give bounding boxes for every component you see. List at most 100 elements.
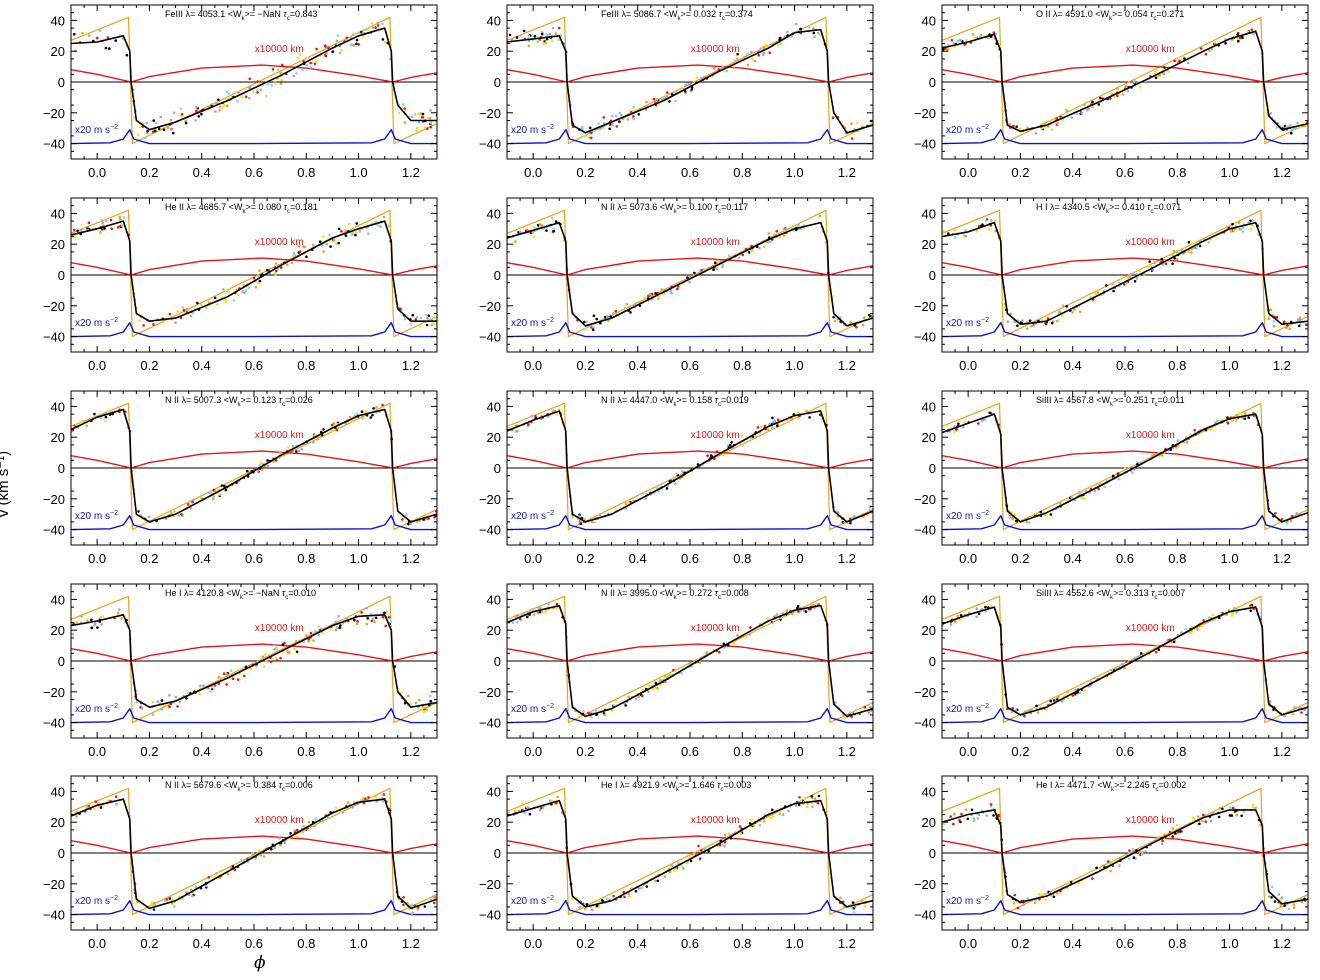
data-point <box>207 687 210 690</box>
data-point <box>1058 502 1062 505</box>
data-point <box>1290 712 1294 716</box>
data-point <box>410 115 414 118</box>
data-point <box>716 259 719 262</box>
accel-scale-label: x20 m s−2 <box>75 317 118 329</box>
data-point <box>266 459 269 462</box>
data-point <box>660 288 664 291</box>
data-point <box>401 518 404 521</box>
data-point <box>429 121 433 124</box>
line-wk: >= 2.245 <box>1114 780 1152 790</box>
line-wavelength: 4685.7 <W <box>199 202 243 212</box>
data-point <box>975 615 978 618</box>
data-point <box>849 521 852 525</box>
x-tick-label: 1.0 <box>350 936 368 951</box>
data-point <box>526 615 529 619</box>
line-ion: N II λ= <box>601 202 630 212</box>
data-point <box>675 472 678 476</box>
data-point <box>279 266 283 269</box>
x-tick-label: 0.8 <box>733 936 751 951</box>
data-point <box>1171 640 1174 644</box>
y-tick-label: −40 <box>479 716 501 731</box>
data-point <box>1226 421 1230 425</box>
data-point <box>1067 881 1071 884</box>
data-point <box>332 422 336 425</box>
x-tick-label: 0.4 <box>193 936 211 951</box>
wk-subscript: k <box>238 402 242 408</box>
data-point <box>738 825 742 828</box>
data-point <box>330 429 334 433</box>
data-point <box>640 694 644 698</box>
data-point <box>557 26 561 30</box>
data-point <box>186 691 190 694</box>
data-point <box>638 304 642 308</box>
x-tick-label: 1.0 <box>786 358 804 373</box>
y-tick-label: 20 <box>487 430 501 445</box>
data-point <box>1280 518 1284 521</box>
data-point <box>807 25 811 29</box>
data-point <box>335 428 339 432</box>
data-point <box>298 53 302 56</box>
data-point <box>115 802 118 806</box>
data-point <box>1290 128 1294 131</box>
x-tick-label: 0.6 <box>681 165 699 180</box>
data-point <box>335 242 338 245</box>
smoothed-fit-line <box>507 799 873 908</box>
data-point <box>521 802 524 805</box>
acceleration-curve <box>71 708 437 724</box>
data-point <box>1043 122 1046 125</box>
x-tick-label: 1.2 <box>402 936 420 951</box>
line-ion: H I λ= <box>1036 202 1062 212</box>
data-point <box>668 100 671 103</box>
data-point <box>764 43 767 47</box>
data-point <box>1235 611 1238 615</box>
x-tick-label: 0.0 <box>959 358 977 373</box>
data-point <box>181 306 185 309</box>
smoothed-fit-line <box>942 30 1308 133</box>
data-point <box>959 614 963 617</box>
data-point <box>1080 497 1084 500</box>
x-tick-label: 1.2 <box>1273 358 1291 373</box>
data-point <box>271 68 275 71</box>
data-point <box>985 814 988 817</box>
data-point <box>773 233 776 237</box>
line-ion: He I λ= <box>165 588 196 598</box>
wk-subscript: k <box>674 595 678 601</box>
data-point <box>771 815 775 818</box>
plot-area <box>71 209 437 338</box>
x-tick-label: 1.0 <box>350 551 368 566</box>
data-point <box>795 804 798 807</box>
data-point <box>256 91 259 94</box>
data-point <box>334 806 338 810</box>
data-point <box>771 808 774 812</box>
acceleration-curve <box>71 900 437 916</box>
data-point <box>1161 839 1164 843</box>
plot-area <box>942 209 1308 338</box>
data-point <box>295 650 299 654</box>
data-point <box>1059 115 1062 119</box>
line-tau: =0.374 <box>725 9 753 19</box>
x-tick-label: 0.8 <box>1168 165 1186 180</box>
radius-curve <box>507 835 873 854</box>
data-point <box>309 631 313 635</box>
data-point <box>1082 689 1085 692</box>
data-point <box>1140 852 1144 856</box>
data-point <box>1235 413 1239 417</box>
y-tick-label: 20 <box>922 44 936 59</box>
data-point <box>600 899 604 902</box>
accel-scale-superscript: −2 <box>110 895 118 902</box>
data-point <box>1270 885 1274 889</box>
data-point <box>263 653 267 656</box>
data-point <box>320 244 324 247</box>
y-tick-label: 40 <box>922 399 936 414</box>
accel-scale-label: x20 m s−2 <box>511 317 554 329</box>
y-tick-label: 0 <box>58 75 65 90</box>
data-point <box>763 424 767 428</box>
data-point <box>624 502 628 506</box>
data-point <box>1088 685 1091 688</box>
data-point <box>381 38 385 41</box>
data-point <box>259 88 263 92</box>
x-tick-label: 1.2 <box>402 358 420 373</box>
data-point <box>156 700 159 703</box>
data-point <box>669 289 673 292</box>
